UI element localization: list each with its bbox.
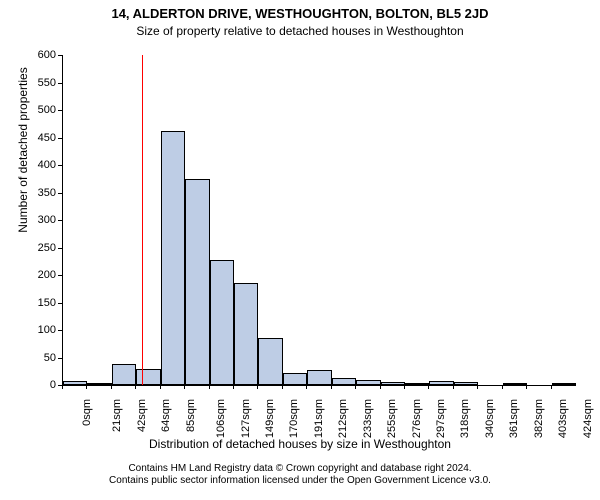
footer-attribution: Contains HM Land Registry data © Crown c…: [0, 463, 600, 487]
chart-title: 14, ALDERTON DRIVE, WESTHOUGHTON, BOLTON…: [0, 6, 600, 21]
y-tick-mark: [58, 303, 62, 304]
x-tick-mark: [477, 385, 478, 389]
plot-area: [62, 55, 576, 386]
y-tick-label: 100: [38, 324, 56, 336]
histogram-bar: [161, 131, 185, 385]
x-tick-label: 340sqm: [484, 399, 496, 438]
x-tick-mark: [160, 385, 161, 389]
y-tick-mark: [58, 358, 62, 359]
x-tick-mark: [526, 385, 527, 389]
x-tick-mark: [135, 385, 136, 389]
y-tick-label: 50: [44, 352, 56, 364]
x-tick-label: 361sqm: [508, 399, 520, 438]
histogram-bar: [503, 383, 527, 385]
y-tick-mark: [58, 220, 62, 221]
x-tick-label: 297sqm: [435, 399, 447, 438]
histogram-bar: [210, 260, 234, 385]
x-tick-label: 21sqm: [111, 399, 123, 432]
x-tick-label: 212sqm: [337, 399, 349, 438]
histogram-bar: [112, 364, 136, 385]
y-tick-label: 300: [38, 214, 56, 226]
y-tick-label: 550: [38, 77, 56, 89]
x-tick-label: 403sqm: [557, 399, 569, 438]
chart-subtitle: Size of property relative to detached ho…: [0, 24, 600, 38]
x-tick-mark: [86, 385, 87, 389]
y-tick-mark: [58, 83, 62, 84]
x-tick-mark: [404, 385, 405, 389]
x-tick-label: 276sqm: [411, 399, 423, 438]
x-tick-mark: [233, 385, 234, 389]
y-tick-label: 500: [38, 104, 56, 116]
x-tick-label: 191sqm: [313, 399, 325, 438]
histogram-bar: [185, 179, 209, 385]
x-tick-label: 424sqm: [582, 399, 594, 438]
x-tick-label: 42sqm: [136, 399, 148, 432]
histogram-bar: [429, 381, 453, 385]
x-tick-label: 64sqm: [160, 399, 172, 432]
histogram-bar: [258, 338, 282, 385]
y-tick-mark: [58, 275, 62, 276]
x-tick-mark: [453, 385, 454, 389]
footer-line-1: Contains HM Land Registry data © Crown c…: [0, 463, 600, 475]
histogram-bar: [381, 382, 405, 385]
histogram-bar: [283, 373, 307, 385]
x-tick-label: 106sqm: [215, 399, 227, 438]
x-tick-mark: [282, 385, 283, 389]
y-tick-mark: [58, 330, 62, 331]
histogram-bar: [552, 383, 576, 385]
histogram-bar: [234, 283, 258, 385]
reference-line: [142, 55, 143, 385]
footer-line-2: Contains public sector information licen…: [0, 475, 600, 487]
x-tick-mark: [62, 385, 63, 389]
y-tick-mark: [58, 248, 62, 249]
histogram-bar: [87, 383, 111, 385]
x-tick-label: 318sqm: [460, 399, 472, 438]
y-tick-label: 0: [50, 379, 56, 391]
histogram-bar: [307, 370, 331, 385]
histogram-bar: [332, 378, 356, 385]
x-tick-label: 127sqm: [240, 399, 252, 438]
x-tick-mark: [306, 385, 307, 389]
x-axis-label: Distribution of detached houses by size …: [0, 437, 600, 451]
x-tick-label: 382sqm: [533, 399, 545, 438]
histogram-bar: [454, 382, 478, 385]
y-tick-label: 200: [38, 269, 56, 281]
x-tick-label: 255sqm: [386, 399, 398, 438]
x-tick-mark: [355, 385, 356, 389]
x-tick-mark: [331, 385, 332, 389]
histogram-bar: [63, 381, 87, 385]
y-tick-label: 400: [38, 159, 56, 171]
x-tick-label: 0sqm: [81, 399, 93, 426]
y-tick-label: 350: [38, 187, 56, 199]
y-axis-label: Number of detached properties: [16, 0, 30, 315]
x-tick-label: 170sqm: [289, 399, 301, 438]
y-tick-mark: [58, 138, 62, 139]
y-tick-mark: [58, 193, 62, 194]
y-tick-label: 600: [38, 49, 56, 61]
x-tick-mark: [380, 385, 381, 389]
x-tick-mark: [111, 385, 112, 389]
x-tick-mark: [257, 385, 258, 389]
histogram-bar: [405, 383, 429, 385]
x-tick-label: 149sqm: [264, 399, 276, 438]
x-tick-mark: [209, 385, 210, 389]
y-tick-mark: [58, 55, 62, 56]
x-tick-mark: [428, 385, 429, 389]
x-tick-label: 85sqm: [185, 399, 197, 432]
x-tick-mark: [502, 385, 503, 389]
x-tick-mark: [184, 385, 185, 389]
chart-container: { "title": "14, ALDERTON DRIVE, WESTHOUG…: [0, 0, 600, 500]
x-tick-label: 233sqm: [362, 399, 374, 438]
y-tick-label: 450: [38, 132, 56, 144]
y-tick-mark: [58, 165, 62, 166]
y-tick-label: 250: [38, 242, 56, 254]
x-tick-mark: [551, 385, 552, 389]
y-tick-mark: [58, 110, 62, 111]
y-tick-label: 150: [38, 297, 56, 309]
histogram-bar: [136, 369, 160, 386]
histogram-bar: [356, 380, 380, 386]
